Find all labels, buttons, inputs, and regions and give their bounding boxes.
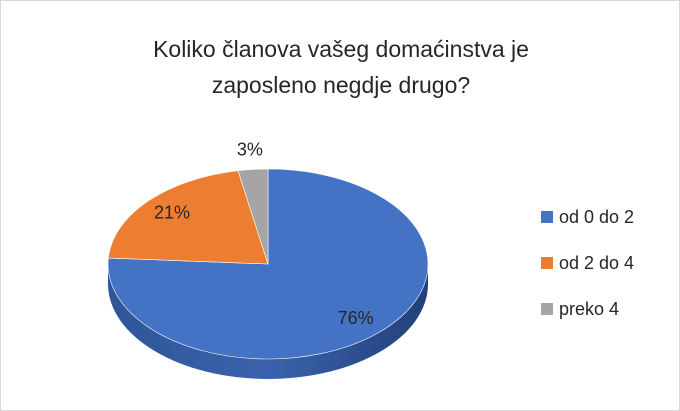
legend-swatch (541, 257, 553, 269)
legend-swatch (541, 303, 553, 315)
pie-side (108, 264, 428, 379)
legend-label: preko 4 (559, 299, 619, 319)
legend-swatch (541, 211, 553, 223)
data-label: 3% (237, 139, 263, 159)
chart-title: Koliko članova vašeg domaćinstva je zapo… (153, 36, 529, 98)
legend-label: od 0 do 2 (559, 207, 634, 227)
data-label: 76% (338, 308, 374, 328)
data-label: 21% (154, 202, 190, 222)
pie-slice (107, 170, 269, 265)
legend-label: od 2 do 4 (559, 253, 634, 273)
pie-slice (237, 168, 269, 265)
